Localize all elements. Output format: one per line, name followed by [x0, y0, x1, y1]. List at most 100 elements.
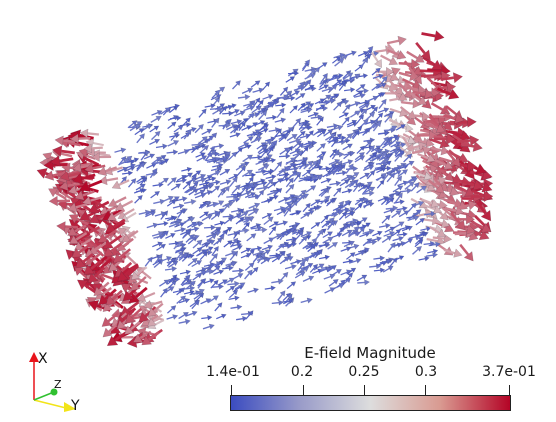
arrow-glyph-head [224, 154, 231, 160]
arrow-glyph-head [322, 72, 328, 80]
arrow-glyph-shaft [124, 167, 132, 172]
arrow-glyph-shaft [254, 180, 262, 184]
arrow-glyph-shaft [217, 152, 225, 157]
arrow-glyph-head [218, 86, 226, 93]
arrow-glyph-shaft [389, 107, 402, 114]
arrow-glyph-shaft [173, 243, 180, 250]
arrow-glyph-shaft [335, 82, 343, 86]
arrow-glyph-shaft [168, 263, 175, 268]
arrow-glyph-head [253, 287, 260, 294]
arrow-glyph-shaft [341, 161, 349, 165]
arrow-glyph-shaft [160, 258, 168, 262]
arrow-glyph-head [172, 260, 179, 267]
arrow-glyph-head [355, 181, 361, 188]
arrow-glyph-shaft [92, 164, 106, 170]
arrow-glyph-head [239, 110, 246, 117]
arrow-glyph-head [214, 210, 221, 216]
arrow-glyph-shaft [332, 75, 340, 78]
arrow-glyph-shaft [199, 213, 206, 219]
arrow-glyph-head [478, 229, 490, 241]
arrow-glyph-head [244, 93, 251, 101]
arrow-glyph-shaft [253, 100, 258, 107]
arrow-glyph-head [174, 240, 181, 247]
arrow-glyph-head [154, 191, 161, 197]
arrow-glyph-head [210, 149, 217, 156]
arrow-glyph-head [368, 228, 375, 235]
arrow-glyph-head [102, 302, 113, 312]
arrow-glyph-shaft [178, 299, 186, 304]
arrow-glyph-shaft [349, 260, 357, 264]
arrow-glyph-shaft [328, 281, 335, 287]
arrow-glyph-head [171, 265, 178, 272]
arrow-glyph-shaft [391, 231, 398, 237]
arrow-glyph-head [278, 299, 284, 306]
arrow-glyph-head [215, 179, 221, 186]
arrow-glyph-head [329, 133, 337, 139]
arrow-glyph-head [349, 150, 356, 157]
arrow-glyph-head [367, 45, 374, 52]
arrow-glyph-head [188, 216, 196, 223]
arrow-glyph-shaft [250, 82, 257, 88]
arrow-glyph-shaft [151, 158, 159, 165]
arrow-glyph-shaft [128, 181, 134, 188]
arrow-glyph-shaft [187, 236, 196, 241]
arrow-glyph-head [389, 242, 396, 249]
arrow-glyph-head [191, 310, 198, 317]
arrow-glyph-head [222, 279, 228, 285]
arrow-glyph-head [162, 143, 168, 150]
arrow-glyph-head [297, 142, 304, 149]
arrow-glyph-shaft [312, 130, 320, 136]
arrow-glyph-head [185, 117, 191, 123]
arrow-glyph-head [269, 168, 276, 175]
arrow-glyph-shaft [230, 121, 238, 125]
arrow-glyph-shaft [230, 128, 237, 134]
arrow-glyph-head [331, 265, 337, 271]
arrow-glyph-head [233, 173, 240, 179]
arrow-glyph-shaft [147, 314, 159, 323]
arrow-glyph-shaft [237, 168, 244, 175]
arrow-glyph-head [236, 191, 243, 198]
arrow-glyph-head [264, 249, 271, 255]
arrow-glyph-head [312, 263, 318, 270]
arrow-glyph-head [358, 197, 365, 203]
arrow-glyph-shaft [336, 282, 343, 288]
arrow-glyph-shaft [370, 238, 378, 242]
arrow-glyph-shaft [180, 231, 187, 236]
arrow-glyph-shaft [375, 115, 381, 122]
arrow-glyph-head [365, 127, 371, 133]
arrow-glyph-shaft [240, 249, 248, 254]
arrow-glyph-shaft [174, 249, 182, 254]
arrow-glyph-shaft [344, 212, 351, 216]
arrow-glyph-head [214, 170, 221, 176]
arrow-glyph-shaft [297, 264, 303, 272]
arrow-glyph-shaft [397, 171, 405, 178]
arrow-glyph-shaft [358, 130, 366, 135]
arrow-glyph-head [248, 310, 254, 317]
arrow-glyph-head [386, 235, 393, 241]
arrow-glyph-head [354, 101, 361, 107]
arrow-glyph-shaft [91, 146, 103, 150]
arrow-glyph-head [467, 200, 478, 211]
arrow-glyph-head [233, 193, 239, 200]
arrow-glyph-head [280, 250, 286, 257]
arrow-glyph-shaft [229, 254, 236, 261]
arrow-glyph-head [274, 97, 280, 104]
arrow-glyph-shaft [176, 176, 183, 182]
arrow-glyph-head [438, 199, 448, 210]
arrow-glyph-head [261, 144, 268, 151]
arrow-glyph-shaft [65, 205, 77, 215]
arrow-glyph-shaft [303, 178, 311, 181]
arrow-glyph-head [82, 195, 92, 206]
arrow-glyph-shaft [354, 199, 362, 206]
arrow-glyph-shaft [215, 105, 222, 111]
arrow-glyph-shaft [245, 209, 254, 212]
arrow-glyph-shaft [191, 303, 197, 310]
arrow-glyph-head [181, 196, 188, 202]
arrow-glyph-head [345, 246, 352, 252]
arrow-glyph-shaft [407, 217, 415, 222]
arrow-glyph-head [108, 262, 119, 272]
arrow-glyph-shaft [295, 233, 301, 240]
arrow-glyph-shaft [425, 254, 433, 257]
arrow-glyph-head [276, 187, 283, 194]
